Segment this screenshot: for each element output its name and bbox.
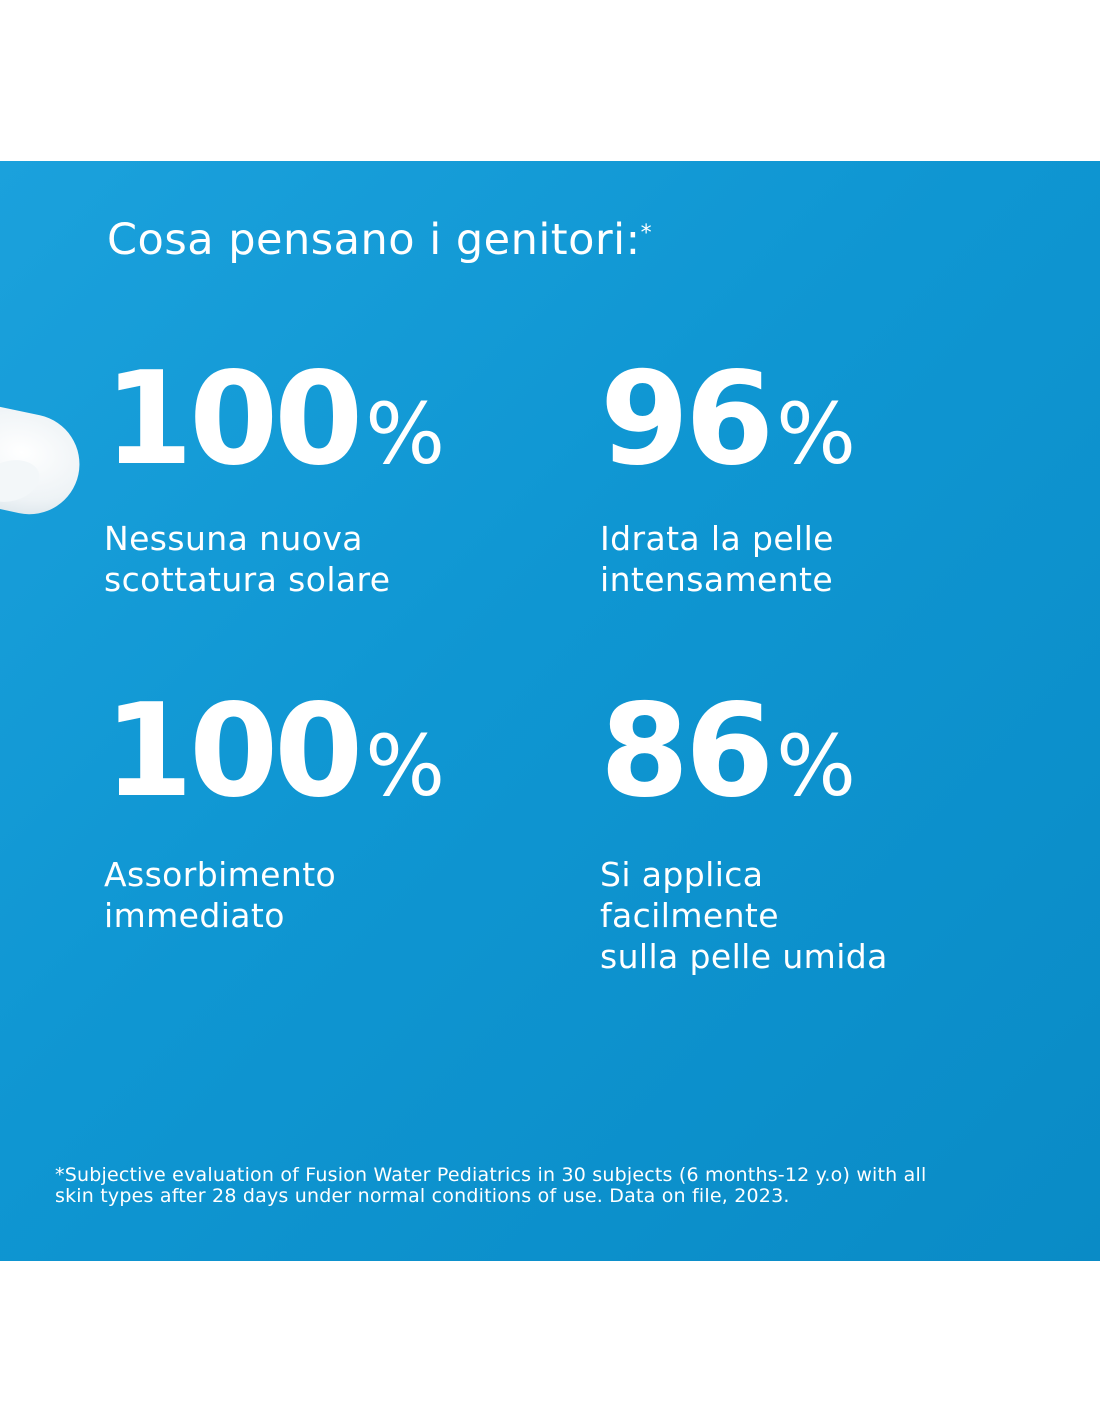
stat-number: 100 bbox=[104, 345, 363, 494]
stat-value: 100% bbox=[104, 688, 544, 816]
stat-value: 86% bbox=[600, 688, 1040, 816]
stat-label: Si applica facilmente sulla pelle umida bbox=[600, 854, 1040, 977]
stat-unit: % bbox=[365, 385, 446, 483]
cream-swatch-image bbox=[0, 394, 89, 524]
stat-value: 96% bbox=[600, 356, 1040, 484]
stat-label-line: facilmente bbox=[600, 896, 779, 935]
stat-label-line: Si applica bbox=[600, 855, 764, 894]
stat-label: Idrata la pelle intensamente bbox=[600, 518, 1040, 600]
stat-label-line: scottatura solare bbox=[104, 560, 391, 599]
stat-label-line: sulla pelle umida bbox=[600, 937, 888, 976]
stat-unit: % bbox=[776, 717, 856, 815]
stat-label-line: intensamente bbox=[600, 560, 834, 599]
heading-asterisk: * bbox=[640, 221, 653, 246]
footnote-line: *Subjective evaluation of Fusion Water P… bbox=[55, 1164, 927, 1186]
stat-label: Assorbimento immediato bbox=[104, 854, 544, 936]
stat-block-wet-skin: 86% Si applica facilmente sulla pelle um… bbox=[600, 688, 1040, 977]
stat-block-absorption: 100% Assorbimento immediato bbox=[104, 688, 544, 936]
stat-block-no-sunburn: 100% Nessuna nuova scottatura solare bbox=[104, 356, 544, 600]
stat-label-line: Idrata la pelle bbox=[600, 519, 834, 558]
stat-unit: % bbox=[365, 717, 446, 815]
footnote: *Subjective evaluation of Fusion Water P… bbox=[55, 1165, 1055, 1207]
panel-heading: Cosa pensano i genitori:* bbox=[107, 219, 652, 262]
stat-label: Nessuna nuova scottatura solare bbox=[104, 518, 544, 600]
heading-text: Cosa pensano i genitori: bbox=[107, 215, 641, 265]
stat-number: 100 bbox=[104, 677, 363, 826]
footnote-line: skin types after 28 days under normal co… bbox=[55, 1185, 790, 1207]
stat-label-line: Nessuna nuova bbox=[104, 519, 363, 558]
stat-number: 96 bbox=[600, 345, 774, 494]
stat-value: 100% bbox=[104, 356, 544, 484]
stats-panel: Cosa pensano i genitori:* 100% Nessuna n… bbox=[0, 161, 1100, 1261]
stat-unit: % bbox=[776, 385, 856, 483]
stat-label-line: Assorbimento bbox=[104, 855, 337, 894]
stat-number: 86 bbox=[600, 677, 774, 826]
stat-block-hydration: 96% Idrata la pelle intensamente bbox=[600, 356, 1040, 600]
stat-label-line: immediato bbox=[104, 896, 285, 935]
